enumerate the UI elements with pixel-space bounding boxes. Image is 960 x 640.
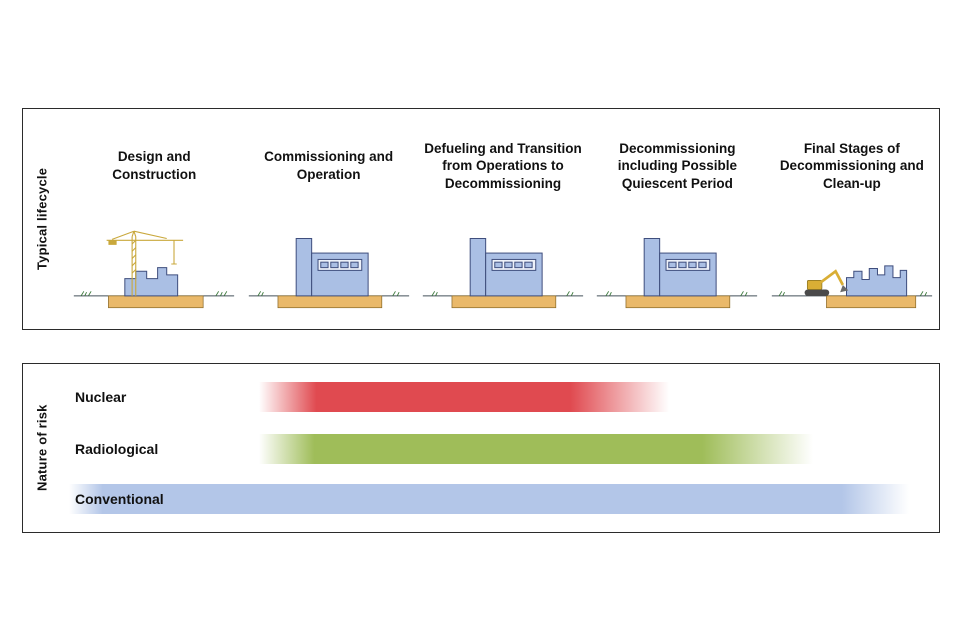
grass-icon [431, 291, 574, 297]
plant-building-icon [421, 219, 585, 315]
risk-row-nuclear: Nuclear [23, 382, 939, 412]
tower-crane [106, 230, 184, 296]
stage-title: Defueling and Transition from Operations… [424, 140, 582, 191]
construction-crane-icon [72, 219, 236, 315]
lifecycle-panel-label: Typical lifecycle [34, 167, 50, 271]
grass-icon [605, 291, 748, 297]
lifecycle-panel: Typical lifecycle Design and Constructio… [22, 108, 940, 330]
conventional-risk-bar [69, 484, 909, 514]
stage-title: Decommissioning including Possible Quies… [617, 140, 738, 191]
plant-building [295, 237, 369, 297]
operating-plant-icon [247, 219, 411, 315]
nuclear-risk-bar [259, 382, 669, 412]
risk-label: Radiological [75, 441, 159, 457]
stage-title: Commissioning and Operation [264, 149, 394, 182]
lifecycle-stages: Design and Construction [67, 109, 939, 329]
foundation-slab [277, 295, 382, 309]
risk-panel: Nature of risk Nuclear Radiological Conv… [22, 363, 940, 533]
lifecycle-stage-design-construction: Design and Construction [67, 125, 241, 329]
risk-label: Conventional [75, 491, 164, 507]
grass-icon [257, 291, 400, 297]
foundation-slab [626, 295, 731, 309]
lifecycle-stage-decommissioning: Decommissioning including Possible Quies… [590, 125, 764, 329]
radiological-risk-bar [259, 434, 813, 464]
demolished-building [845, 265, 907, 297]
foundation-slab [108, 295, 204, 309]
excavator-demolition-icon [770, 219, 934, 315]
grass-icon [80, 291, 228, 297]
risk-row-radiological: Radiological [23, 434, 939, 464]
foundation-slab [451, 295, 557, 309]
plant-building [469, 237, 543, 297]
grass-icon [778, 291, 927, 297]
foundation-slab [825, 295, 916, 309]
risk-label: Nuclear [75, 389, 127, 405]
stage-title: Final Stages of Decommissioning and Clea… [779, 140, 924, 191]
lifecycle-stage-final-cleanup: Final Stages of Decommissioning and Clea… [765, 125, 939, 329]
plant-building [644, 237, 718, 297]
lifecycle-stage-commissioning-operation: Commissioning and Operation [241, 125, 415, 329]
risk-row-conventional: Conventional [23, 484, 939, 514]
plant-building-icon [595, 219, 759, 315]
excavator [804, 269, 849, 296]
stage-title: Design and Construction [112, 149, 197, 182]
lifecycle-stage-defueling-transition: Defueling and Transition from Operations… [416, 125, 590, 329]
